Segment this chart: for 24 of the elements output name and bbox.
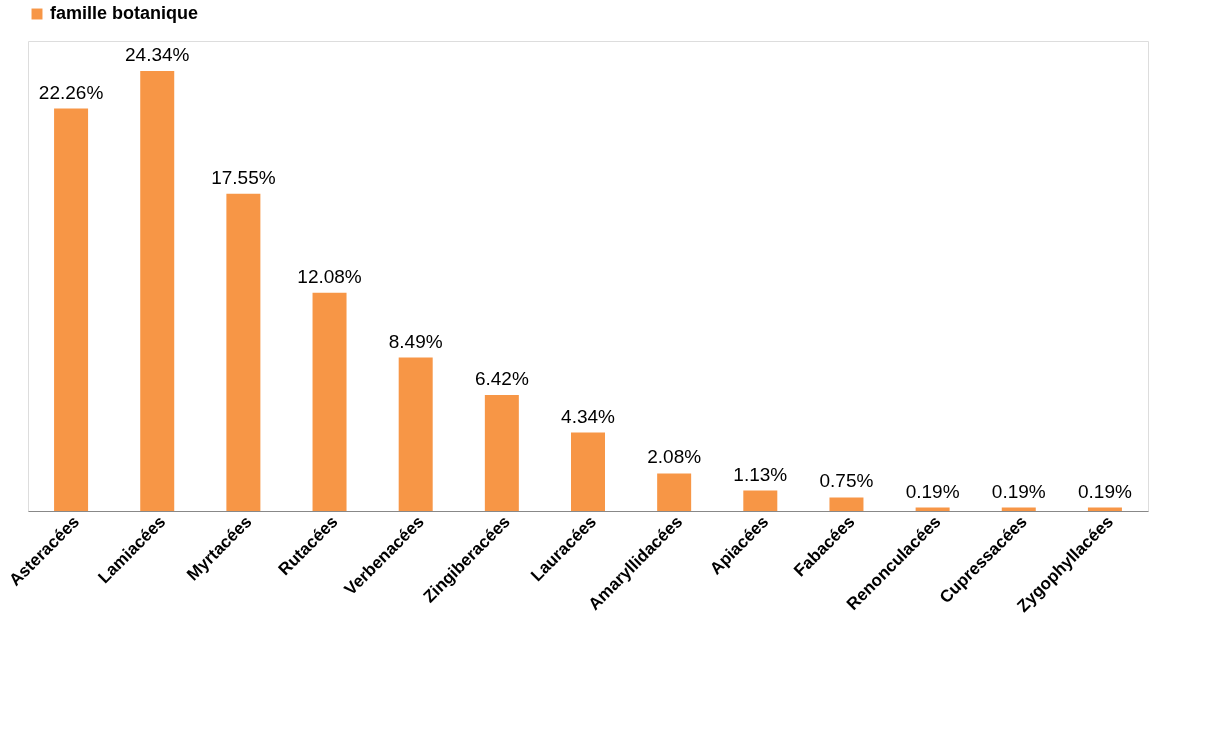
data-label: 0.19% — [905, 480, 960, 502]
data-label: 6.42% — [474, 367, 529, 389]
data-label: 1.13% — [733, 463, 788, 485]
bar — [829, 497, 864, 511]
bar — [484, 394, 519, 511]
data-label: 24.34% — [125, 44, 190, 66]
data-label: 8.49% — [388, 330, 443, 352]
legend-label: famille botanique — [50, 3, 199, 23]
data-label: 22.26% — [38, 81, 104, 103]
bar — [226, 193, 261, 511]
bar — [398, 357, 433, 511]
data-label: 17.55% — [211, 166, 276, 188]
data-label: 12.08% — [297, 265, 362, 287]
data-label: 0.75% — [819, 470, 874, 492]
bar — [657, 473, 692, 511]
data-label: 4.34% — [561, 405, 616, 427]
bar — [140, 71, 175, 511]
data-label: 2.08% — [647, 446, 702, 468]
data-label: 0.19% — [991, 480, 1046, 502]
bar — [743, 490, 778, 511]
bar — [54, 108, 89, 511]
data-label: 0.19% — [1077, 480, 1132, 502]
bar — [312, 292, 347, 511]
bar — [571, 432, 605, 511]
